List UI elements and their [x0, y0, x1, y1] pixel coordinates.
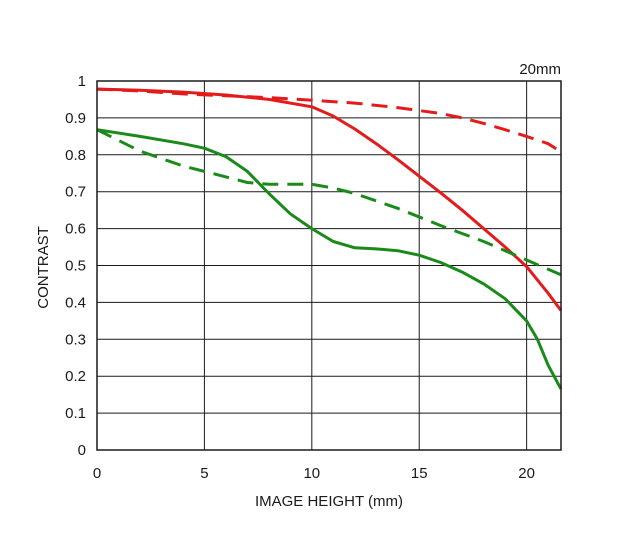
y-tick-label-9: 0.9 — [65, 110, 86, 127]
x-tick-labels: 0 5 10 15 20 — [93, 465, 535, 482]
y-tick-label-6: 0.6 — [65, 221, 86, 238]
series-line-1 — [96, 87, 562, 154]
y-tick-label-1: 0.1 — [65, 405, 86, 422]
y-tick-label-8: 0.8 — [65, 147, 86, 164]
y-tick-label-5: 0.5 — [65, 258, 86, 275]
y-tick-label-7: 0.7 — [65, 184, 86, 201]
plot-frame — [96, 80, 562, 451]
x-tick-label-2: 10 — [303, 465, 320, 482]
grid — [96, 80, 561, 451]
y-tick-label-0: 0 — [78, 442, 86, 459]
x-tick-label-4: 20 — [518, 465, 535, 482]
x-tick-label-1: 5 — [200, 465, 208, 482]
series-group — [96, 87, 563, 390]
y-tick-labels: 0 0.1 0.2 0.3 0.4 0.5 0.6 0.7 0.8 0.9 1 — [65, 73, 86, 459]
x-tick-label-3: 15 — [411, 465, 428, 482]
series-line-2 — [96, 128, 563, 390]
y-axis-title: CONTRAST — [35, 226, 52, 309]
x-tick-label-0: 0 — [93, 465, 101, 482]
y-tick-label-4: 0.4 — [65, 294, 86, 311]
y-tick-label-2: 0.2 — [65, 368, 86, 385]
series-line-0 — [96, 87, 563, 312]
y-tick-label-10: 1 — [78, 73, 86, 90]
focal-length-label: 20mm — [519, 61, 561, 78]
y-tick-label-3: 0.3 — [65, 331, 86, 348]
x-axis-title: IMAGE HEIGHT (mm) — [255, 493, 403, 510]
series-line-3 — [96, 128, 562, 277]
